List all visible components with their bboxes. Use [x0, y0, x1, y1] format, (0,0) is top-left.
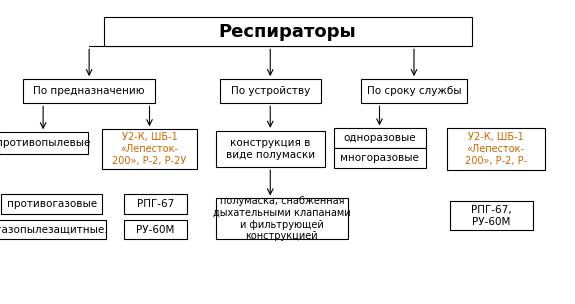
FancyBboxPatch shape: [2, 194, 102, 213]
Text: РПГ-67,
РУ-60М: РПГ-67, РУ-60М: [472, 205, 512, 227]
Text: конструкция в
виде полумаски: конструкция в виде полумаски: [225, 138, 315, 160]
FancyBboxPatch shape: [216, 198, 348, 240]
Text: По предназначению: По предназначению: [33, 86, 145, 96]
FancyBboxPatch shape: [0, 132, 87, 154]
Text: По сроку службы: По сроку службы: [367, 86, 461, 96]
FancyBboxPatch shape: [124, 194, 187, 213]
FancyBboxPatch shape: [334, 148, 426, 168]
FancyBboxPatch shape: [104, 18, 471, 47]
Text: противопылевые: противопылевые: [0, 138, 90, 148]
Text: газопылезащитные.: газопылезащитные.: [0, 225, 108, 234]
Text: У2-К, ШБ-1
«Лепесток-
200», Р-2, Р-: У2-К, ШБ-1 «Лепесток- 200», Р-2, Р-: [465, 132, 527, 166]
Text: одноразовые: одноразовые: [343, 133, 416, 143]
Text: многоразовые: многоразовые: [340, 153, 419, 163]
FancyBboxPatch shape: [0, 220, 106, 240]
FancyBboxPatch shape: [216, 131, 325, 167]
FancyBboxPatch shape: [447, 128, 545, 170]
Text: РУ-60М: РУ-60М: [136, 225, 174, 234]
Text: полумаска, снабженная
дыхательными клапанами
и фильтрующей
конструкцией: полумаска, снабженная дыхательными клапа…: [213, 196, 351, 241]
FancyBboxPatch shape: [124, 220, 187, 240]
FancyBboxPatch shape: [334, 128, 426, 148]
Text: У2-К, ШБ-1
«Лепесток-
200», Р-2, Р-2У: У2-К, ШБ-1 «Лепесток- 200», Р-2, Р-2У: [112, 132, 187, 166]
Text: РПГ-67: РПГ-67: [137, 199, 174, 209]
FancyBboxPatch shape: [450, 201, 534, 230]
FancyBboxPatch shape: [23, 79, 155, 103]
Text: По устройству: По устройству: [231, 86, 310, 96]
Text: Респираторы: Респираторы: [218, 23, 356, 41]
FancyBboxPatch shape: [361, 79, 467, 103]
FancyBboxPatch shape: [220, 79, 320, 103]
FancyBboxPatch shape: [102, 129, 197, 169]
Text: противогазовые: противогазовые: [7, 199, 97, 209]
